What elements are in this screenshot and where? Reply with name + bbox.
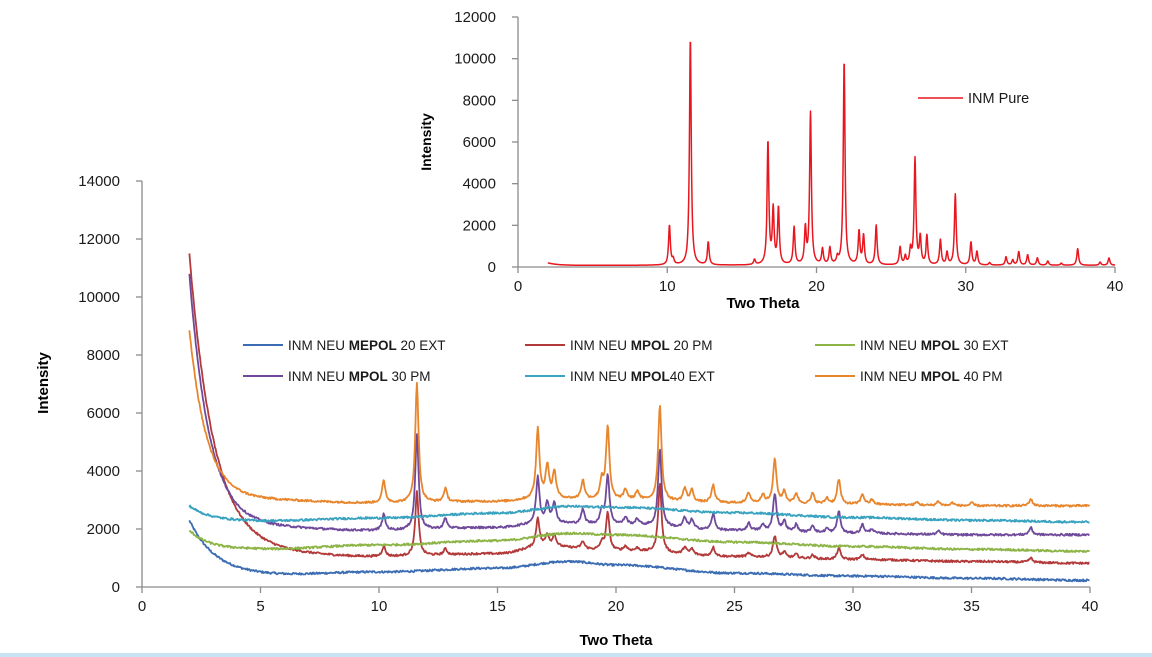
main-series-line-3 [188, 530, 1091, 554]
legend-label: INM NEU MPOL40 EXT [570, 369, 715, 384]
inset-x-tick-label: 30 [957, 278, 974, 295]
legend-label-bold: MPOL [921, 338, 960, 353]
legend-label: INM NEU MPOL 30 EXT [860, 338, 1009, 353]
legend-label-bold: MEPOL [349, 338, 397, 353]
main-series-line-4 [188, 273, 1090, 537]
legend-item: INM NEU MPOL 30 PM [243, 369, 431, 384]
main-x-tick-label: 20 [608, 598, 625, 615]
legend-label-prefix: INM NEU [570, 338, 631, 353]
legend-label: INM NEU MPOL 40 PM [860, 369, 1003, 384]
main-x-tick-label: 0 [138, 598, 146, 615]
legend-label: INM Pure [968, 91, 1029, 107]
legend-label-prefix: INM NEU [288, 369, 349, 384]
main-series-line-1 [188, 519, 1090, 583]
main-series-line-6 [188, 330, 1091, 508]
main-y-tick-label: 14000 [78, 173, 120, 190]
main-series-group [188, 253, 1091, 583]
legend-label-suffix: 40 EXT [670, 369, 715, 384]
bottom-border-strip [0, 653, 1152, 657]
inset-x-tick-label: 10 [659, 278, 676, 295]
legend-item: INM Pure [918, 91, 1029, 107]
inset-chart: 0 10 20 30 40 0 2000 4000 6000 8000 10000 12000 Two… [418, 9, 1123, 312]
inset-x-tick-label: 0 [514, 278, 522, 295]
main-x-tick-label: 40 [1082, 598, 1099, 615]
legend-label-bold: MPOL [631, 338, 670, 353]
legend-label: INM NEU MEPOL 20 EXT [288, 338, 446, 353]
main-axes: 0 5 10 15 20 25 30 35 40020004000600080001000012… [78, 173, 1098, 615]
main-y-axis-title: Intensity [35, 352, 52, 414]
legend-item: INM NEU MPOL 30 EXT [815, 338, 1009, 353]
legend-label: INM NEU MPOL 20 PM [570, 338, 713, 353]
inset-x-axis-title: Two Theta [726, 295, 800, 312]
main-x-tick-label: 25 [726, 598, 743, 615]
main-chart: 0 5 10 15 20 25 30 35 40020004000600080001000012… [35, 173, 1098, 649]
legend-item: INM NEU MPOL 20 PM [525, 338, 713, 353]
legend-label-suffix: 30 EXT [960, 338, 1009, 353]
legend-label-bold: MPOL [631, 369, 670, 384]
legend-label-prefix: INM NEU [860, 369, 921, 384]
main-y-tick-label: 6000 [87, 405, 120, 422]
legend-label-bold: MPOL [349, 369, 388, 384]
inset-series-line-inm-pure [547, 41, 1116, 267]
inset-y-tick-label: 12000 [454, 9, 496, 26]
main-y-tick-label: 12000 [78, 231, 120, 248]
main-y-tick-label: 8000 [87, 347, 120, 364]
main-x-axis-title: Two Theta [579, 632, 653, 649]
inset-legend: INM Pure [918, 91, 1029, 107]
main-y-tick-label: 2000 [87, 521, 120, 538]
main-legend: INM NEU MEPOL 20 EXT INM NEU MPOL 20 PM IN… [243, 338, 1009, 384]
legend-label-prefix: INM NEU [288, 338, 349, 353]
inset-series-group [547, 41, 1116, 267]
legend-label-suffix: 40 PM [960, 369, 1003, 384]
main-series-line-2 [188, 253, 1090, 565]
main-x-tick-label: 30 [845, 598, 862, 615]
main-y-tick-label: 10000 [78, 289, 120, 306]
legend-label: INM NEU MPOL 30 PM [288, 369, 431, 384]
inset-x-tick-label: 20 [808, 278, 825, 295]
main-series-line-5 [188, 504, 1090, 524]
inset-y-tick-label: 2000 [463, 217, 496, 234]
inset-x-tick-label: 40 [1107, 278, 1124, 295]
inset-y-tick-label: 6000 [463, 134, 496, 151]
inset-y-tick-label: 0 [488, 259, 496, 276]
main-x-tick-label: 15 [489, 598, 506, 615]
legend-label-prefix: INM NEU [570, 369, 631, 384]
legend-label-suffix: 20 EXT [397, 338, 446, 353]
legend-item: INM NEU MEPOL 20 EXT [243, 338, 446, 353]
legend-label-suffix: 20 PM [670, 338, 713, 353]
inset-y-tick-label: 8000 [463, 92, 496, 109]
inset-y-axis-title: Intensity [418, 113, 434, 171]
inset-y-tick-label: 4000 [463, 176, 496, 193]
main-x-tick-label: 5 [256, 598, 264, 615]
inset-axes: 0 10 20 30 40 0 2000 4000 6000 8000 10000 12000 [454, 9, 1123, 295]
legend-label-suffix: 30 PM [388, 369, 431, 384]
main-y-tick-label: 4000 [87, 463, 120, 480]
legend-item: INM NEU MPOL 40 PM [815, 369, 1003, 384]
legend-label-bold: MPOL [921, 369, 960, 384]
legend-item: INM NEU MPOL40 EXT [525, 369, 715, 384]
main-y-tick-label: 0 [112, 579, 120, 596]
main-x-tick-label: 10 [371, 598, 388, 615]
inset-y-tick-label: 10000 [454, 51, 496, 68]
legend-label-prefix: INM NEU [860, 338, 921, 353]
main-x-tick-label: 35 [963, 598, 980, 615]
